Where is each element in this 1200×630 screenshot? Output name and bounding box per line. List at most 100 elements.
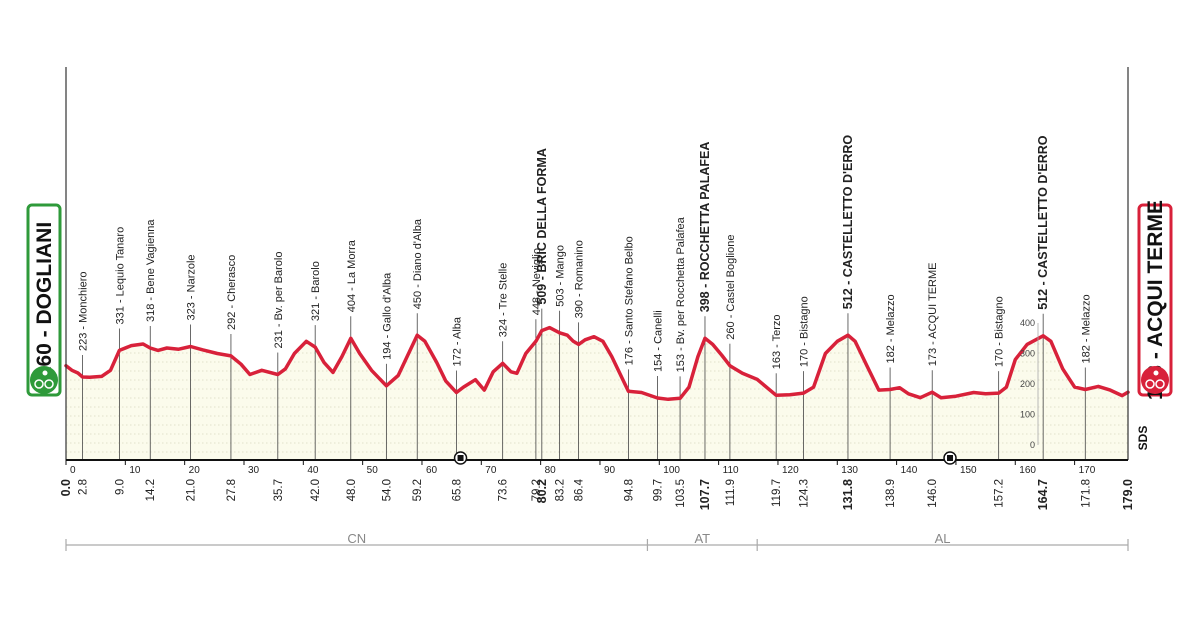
waypoint-label: 170 - Bistagno (798, 296, 810, 367)
altitude-scale-label: 0 (1030, 440, 1035, 450)
waypoint-km-label: 14.2 (145, 479, 157, 501)
waypoint-km-label: 80.2 (535, 479, 549, 503)
altitude-scale-label: 400 (1020, 318, 1035, 328)
waypoint-km-label: 111.9 (725, 479, 737, 506)
waypoint-label: 323 - Narzole (186, 254, 198, 320)
km-tick-label: 160 (1019, 465, 1036, 476)
waypoint-label: 176 - Santo Stefano Belbo (623, 236, 635, 365)
waypoint-label: 260 - Castel Boglione (725, 235, 737, 340)
waypoint-labels: 223 - Monchiero 331 - Lequio Tanaro 318 - … (78, 135, 1093, 373)
waypoint-label: 182 - Melazzo (885, 294, 897, 363)
cyclist-icon-wheel (1155, 379, 1165, 389)
waypoint-km-label: 21.0 (186, 479, 198, 501)
altitude-scale-label: 300 (1020, 349, 1035, 359)
km-tick-label: 100 (663, 465, 680, 476)
waypoint-km-label: 171.8 (1080, 479, 1092, 508)
start-marker: 260 - DOGLIANI (26, 203, 62, 397)
profile-area (66, 327, 1128, 460)
km-axis: 0 10 20 30 40 50 60 70 80 90 100 110 120 130 140 150 160… (65, 67, 1129, 476)
km-tick-label: 90 (604, 465, 616, 476)
waypoint-km-label: 124.3 (798, 479, 810, 508)
waypoint-km-label: 157.2 (994, 479, 1006, 508)
waypoint-label: 512 - CASTELLETTO D'ERRO (841, 135, 855, 310)
waypoint-km-label: 0.0 (59, 479, 73, 496)
waypoint-label: 390 - Romanino (574, 240, 586, 318)
waypoint-label: 170 - Bistagno (994, 296, 1006, 367)
waypoint-km-label: 54.0 (381, 479, 393, 501)
km-tick-label: 170 (1079, 465, 1096, 476)
km-tick-label: 10 (129, 465, 141, 476)
cyclist-icon-wheel (44, 379, 54, 389)
waypoint-km-label: 119.7 (771, 479, 783, 507)
km-tick-label: 40 (307, 465, 319, 476)
waypoint-label: 404 - La Morra (346, 239, 358, 312)
waypoint-km-label: 99.7 (653, 479, 665, 501)
waypoint-label: 194 - Gallo d'Alba (381, 272, 393, 360)
waypoint-label: 182 - Melazzo (1080, 294, 1092, 363)
waypoint-label: 450 - Diano d'Alba (412, 218, 424, 309)
cyclist-icon (30, 366, 58, 394)
waypoint-label: 153 - Bv. per Rocchetta Palafea (675, 216, 687, 372)
cyclist-icon (1141, 366, 1169, 394)
waypoint-label: 318 - Bene Vagienna (145, 219, 157, 322)
km-tick-label: 140 (901, 465, 918, 476)
waypoint-km-labels: 0.0 2.8 9.0 14.2 21.0 27.8 35.7 42.0 48.0 54.0 59.… (59, 478, 1135, 510)
waypoint-km-label: 103.5 (675, 479, 687, 508)
waypoint-label: 163 - Terzo (771, 314, 783, 369)
waypoint-km-label: 86.4 (574, 478, 586, 501)
start-finish-markers: 260 - DOGLIANI 173 - ACQUI TERME SDS (26, 200, 1173, 451)
km-tick-label: 50 (367, 465, 379, 476)
waypoint-label: 173 - ACQUI TERME (927, 263, 939, 367)
waypoint-label: 172 - Alba (451, 316, 463, 366)
waypoint-label: 503 - Mango (555, 245, 567, 307)
altitude-scale: 0 100 200 300 400 (1020, 318, 1039, 450)
km-tick-label: 150 (960, 465, 977, 476)
altitude-scale-label: 200 (1020, 379, 1035, 389)
start-marker-label: 260 - DOGLIANI (33, 222, 56, 378)
profile-fill (66, 327, 1128, 460)
waypoint-label: 231 - Bv. per Barolo (273, 252, 285, 349)
sds-logo: SDS (1136, 426, 1150, 451)
waypoint-km-label: 59.2 (412, 479, 424, 501)
waypoint-km-label: 35.7 (273, 479, 285, 501)
waypoint-km-label: 65.8 (451, 479, 463, 501)
waypoint-km-label: 179.0 (1121, 479, 1135, 510)
km-tick-label: 80 (545, 465, 557, 476)
km-tick-label: 120 (782, 465, 799, 476)
waypoint-km-label: 42.0 (310, 479, 322, 501)
waypoint-km-label: 9.0 (114, 479, 126, 495)
finish-marker-label: 173 - ACQUI TERME (1144, 200, 1167, 400)
waypoint-label: 509 - BRIC DELLA FORMA (535, 148, 549, 305)
waypoint-label: 512 - CASTELLETTO D'ERRO (1036, 135, 1050, 310)
profile-line (64, 325, 1130, 402)
waypoint-label: 448 - Neviglio (531, 248, 543, 315)
waypoint-label: 398 - ROCCHETTA PALAFEA (698, 142, 712, 313)
waypoint-label: 324 - Tre Stelle (498, 263, 510, 338)
waypoint-label: 292 - Cherasco (226, 255, 238, 330)
waypoint-label: 321 - Barolo (310, 261, 322, 321)
waypoint-km-label: 138.9 (885, 479, 897, 508)
waypoint-label: 154 - Canelli (653, 310, 665, 372)
km-tick-label: 130 (841, 465, 858, 476)
region-label: AT (694, 531, 710, 546)
km-tick-label: 0 (70, 465, 76, 476)
waypoint-km-label: 83.2 (555, 479, 567, 501)
finish-marker-box (1137, 203, 1173, 397)
finish-marker: 173 - ACQUI TERME (1137, 200, 1173, 400)
cyclist-icon-head (1153, 370, 1159, 376)
waypoint-km-label: 79.2 (531, 479, 543, 501)
cyclist-icon-wheel (34, 379, 44, 389)
cyclist-icon-head (42, 370, 48, 376)
start-marker-box (26, 203, 62, 397)
waypoint-km-label: 107.7 (698, 479, 712, 510)
waypoint-label: 223 - Monchiero (78, 271, 90, 351)
waypoint-km-label: 48.0 (346, 479, 358, 501)
feed-zone-icon-inner (457, 455, 464, 461)
waypoint-km-label: 146.0 (927, 479, 939, 508)
region-label: CN (347, 531, 366, 546)
waypoint-km-label: 27.8 (226, 479, 238, 501)
profile-line-layer (64, 325, 1130, 402)
waypoint-label: 331 - Lequio Tanaro (114, 227, 126, 325)
